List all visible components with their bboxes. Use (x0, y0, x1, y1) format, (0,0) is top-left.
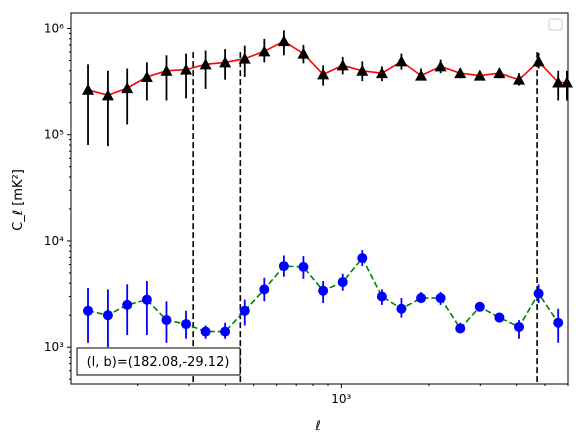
series-2-point (318, 285, 329, 296)
series-1-point (101, 89, 114, 101)
series-1-point (560, 76, 573, 88)
series-1-point (258, 45, 271, 57)
series-1-point (552, 76, 565, 88)
series-1-point (434, 60, 447, 72)
series-2-point (553, 317, 564, 328)
y-tick-label: 10⁶ (44, 22, 64, 36)
series-1-point (297, 47, 310, 59)
series-2-point (416, 293, 427, 304)
series-2-point (396, 303, 407, 314)
series-2-point (337, 277, 348, 288)
series-1-point (277, 35, 290, 47)
y-axis-label: C_ℓ [mK²] (11, 169, 26, 231)
plot-content (82, 30, 573, 384)
series-2-point (239, 305, 250, 316)
series-2-point (200, 326, 211, 337)
y-tick-label: 10³ (44, 340, 64, 354)
series-2-point (533, 288, 544, 299)
series-2-point (102, 310, 113, 321)
series-1-point (82, 83, 95, 95)
series-2-point (455, 323, 466, 334)
series-1-point (219, 56, 232, 68)
series-2-point (376, 291, 387, 302)
series-1-point (140, 70, 153, 82)
series-2-point (161, 315, 172, 326)
series-1-point (375, 67, 388, 79)
series-1-point (121, 82, 134, 94)
series-1-point (317, 68, 330, 80)
series-2-point (141, 294, 152, 305)
series-1-point (160, 64, 173, 76)
y-tick-label: 10⁴ (44, 234, 64, 248)
annotation-box: (l, b)=(182.08,-29.12) (76, 347, 241, 376)
series-1-point (356, 64, 369, 76)
series-2-point (474, 301, 485, 312)
series-2-point (259, 284, 270, 295)
series-2-point (122, 299, 133, 310)
series-2-point (83, 305, 94, 316)
x-axis-label: ℓ (314, 419, 320, 434)
series-2-point (494, 312, 505, 323)
x-tick-label: 10³ (331, 392, 351, 406)
annotation-text: (l, b)=(182.08,-29.12) (87, 355, 230, 370)
series-1-point (415, 69, 428, 81)
legend-box (548, 18, 563, 31)
series-1-point (336, 59, 349, 71)
series-1-point (532, 55, 545, 67)
series-1-point (180, 63, 193, 75)
series-1-point (493, 67, 506, 79)
series-2-point (220, 326, 231, 337)
series-1-point (238, 52, 251, 64)
series-2-point (513, 321, 524, 332)
series-2-point (435, 293, 446, 304)
series-1-point (395, 55, 408, 67)
series-1-point (512, 73, 525, 85)
y-tick-label: 10⁵ (44, 128, 64, 142)
series-1-line (87, 40, 567, 97)
series-1-point (199, 58, 212, 70)
series-1-point (454, 67, 467, 79)
series-2-point (278, 261, 289, 272)
series-2-point (181, 319, 192, 330)
series-2-point (298, 261, 309, 272)
annotation-frame (76, 347, 241, 376)
plot-frame (70, 12, 569, 385)
series-1-point (473, 69, 486, 81)
series-2-point (357, 253, 368, 264)
axis-ticks: 10³ 10⁴ 10⁵ 10⁶ 10³ (44, 22, 569, 406)
